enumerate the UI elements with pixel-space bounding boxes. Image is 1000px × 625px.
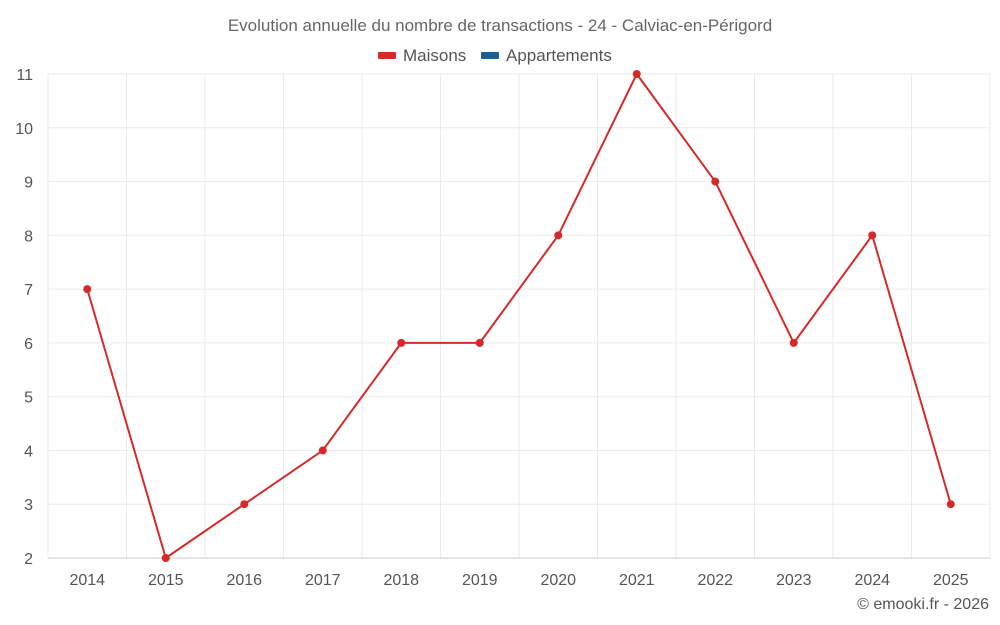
y-tick-label: 7	[24, 282, 33, 299]
data-point[interactable]	[632, 70, 641, 78]
y-tick-label: 9	[24, 175, 33, 192]
y-tick-label: 10	[15, 121, 33, 138]
y-tick-label: 8	[24, 228, 33, 245]
x-tick-label: 2023	[776, 572, 812, 589]
x-axis-ticks: 2014 2015 2016 2017 2018 2019 2020 2021 2022 2023…	[69, 572, 968, 589]
grid	[47, 73, 991, 559]
x-tick-label: 2014	[69, 572, 105, 589]
x-tick-label: 2016	[226, 572, 262, 589]
data-point[interactable]	[554, 231, 563, 240]
legend-label-maisons: Maisons	[403, 46, 466, 65]
x-tick-label: 2017	[305, 572, 341, 589]
y-tick-label: 4	[24, 443, 33, 460]
x-tick-label: 2025	[933, 572, 969, 589]
data-point[interactable]	[868, 231, 877, 240]
y-axis-ticks: 2 3 4 5 6 7 8 9 10 11	[15, 67, 33, 568]
series-line	[86, 73, 952, 559]
x-tick-label: 2020	[540, 572, 576, 589]
data-point[interactable]	[318, 446, 327, 455]
chart-title: Evolution annuelle du nombre de transact…	[228, 16, 772, 35]
data-point[interactable]	[946, 500, 955, 509]
data-point[interactable]	[397, 338, 406, 347]
y-tick-label: 2	[24, 551, 33, 568]
data-point[interactable]	[711, 177, 720, 186]
x-tick-label: 2019	[462, 572, 498, 589]
legend-item-maisons[interactable]: Maisons	[378, 46, 466, 65]
y-tick-label: 11	[16, 67, 33, 84]
x-tick-label: 2021	[619, 572, 655, 589]
legend-swatch-maisons	[378, 52, 396, 59]
x-tick-label: 2018	[383, 572, 419, 589]
x-tick-label: 2015	[148, 572, 184, 589]
x-tick-label: 2024	[854, 572, 890, 589]
credit-text[interactable]: © emooki.fr - 2026	[857, 596, 989, 613]
data-point[interactable]	[161, 554, 170, 562]
data-point[interactable]	[475, 338, 484, 347]
y-tick-label: 6	[24, 336, 33, 353]
series-maisons	[83, 70, 955, 562]
y-tick-label: 3	[24, 497, 33, 514]
legend-label-appartements: Appartements	[506, 46, 612, 65]
data-point[interactable]	[83, 285, 92, 294]
data-point[interactable]	[789, 338, 798, 347]
legend-swatch-appartements	[481, 52, 499, 59]
legend-item-appartements[interactable]: Appartements	[481, 46, 612, 65]
y-tick-label: 5	[24, 390, 33, 407]
data-point[interactable]	[240, 500, 249, 509]
legend: Maisons Appartements	[378, 46, 612, 65]
x-tick-label: 2022	[697, 572, 733, 589]
